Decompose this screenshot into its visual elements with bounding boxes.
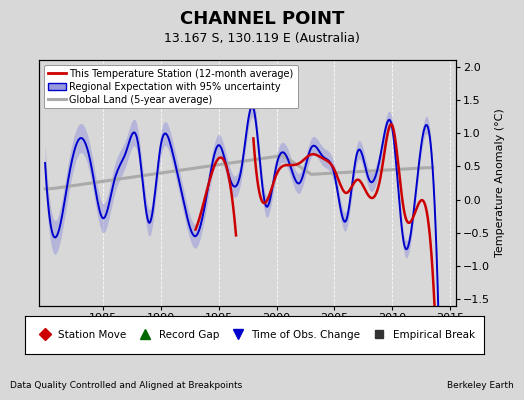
Legend: Station Move, Record Gap, Time of Obs. Change, Empirical Break: Station Move, Record Gap, Time of Obs. C… (30, 326, 479, 344)
Text: CHANNEL POINT: CHANNEL POINT (180, 10, 344, 28)
Legend: This Temperature Station (12-month average), Regional Expectation with 95% uncer: This Temperature Station (12-month avera… (44, 65, 298, 108)
Text: Berkeley Earth: Berkeley Earth (447, 381, 514, 390)
Y-axis label: Temperature Anomaly (°C): Temperature Anomaly (°C) (495, 109, 505, 257)
Text: Data Quality Controlled and Aligned at Breakpoints: Data Quality Controlled and Aligned at B… (10, 381, 243, 390)
Text: 13.167 S, 130.119 E (Australia): 13.167 S, 130.119 E (Australia) (164, 32, 360, 45)
